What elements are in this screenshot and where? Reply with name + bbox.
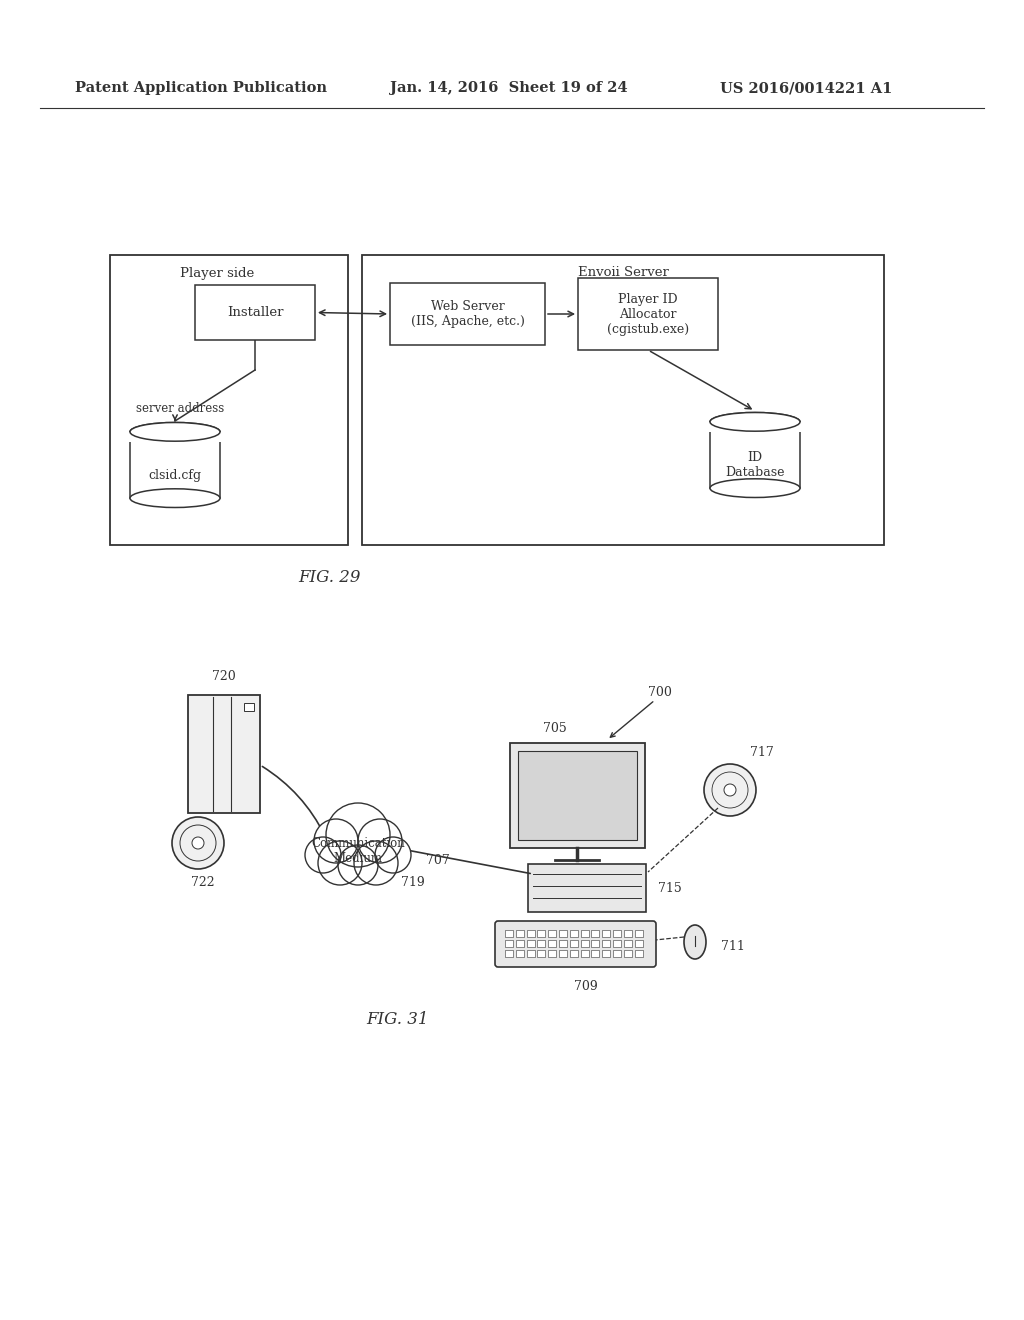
Bar	[244, 704, 254, 711]
FancyBboxPatch shape	[510, 742, 644, 847]
Bar	[613, 931, 621, 937]
Bar	[516, 931, 524, 937]
Text: 700: 700	[648, 686, 672, 700]
Bar	[362, 255, 884, 545]
Bar	[624, 940, 632, 946]
Bar	[709, 422, 801, 432]
Text: US 2016/0014221 A1: US 2016/0014221 A1	[720, 81, 892, 95]
Ellipse shape	[172, 817, 224, 869]
Bar	[526, 950, 535, 957]
Ellipse shape	[724, 784, 736, 796]
Ellipse shape	[130, 422, 220, 441]
Bar	[505, 931, 513, 937]
Bar	[635, 950, 643, 957]
Circle shape	[358, 818, 402, 863]
Text: 705: 705	[543, 722, 567, 734]
Bar	[602, 940, 610, 946]
Bar	[129, 432, 221, 442]
Circle shape	[318, 841, 362, 884]
Text: 717: 717	[751, 746, 774, 759]
Text: clsid.cfg: clsid.cfg	[148, 469, 202, 482]
Text: Web Server
(IIS, Apache, etc.): Web Server (IIS, Apache, etc.)	[411, 300, 524, 327]
Bar	[613, 950, 621, 957]
Bar	[516, 950, 524, 957]
Bar	[592, 931, 599, 937]
Text: FIG. 29: FIG. 29	[299, 569, 361, 586]
Bar	[130, 432, 220, 498]
Circle shape	[314, 818, 358, 863]
Bar	[613, 940, 621, 946]
Ellipse shape	[684, 925, 706, 960]
Ellipse shape	[710, 412, 800, 432]
Bar	[602, 931, 610, 937]
Bar	[548, 940, 556, 946]
Bar	[526, 940, 535, 946]
Text: server address: server address	[136, 401, 224, 414]
Bar	[195, 285, 315, 341]
Text: Jan. 14, 2016  Sheet 19 of 24: Jan. 14, 2016 Sheet 19 of 24	[390, 81, 628, 95]
Text: 707: 707	[426, 854, 450, 867]
Text: Patent Application Publication: Patent Application Publication	[75, 81, 327, 95]
Bar	[559, 931, 567, 937]
Bar	[505, 950, 513, 957]
FancyBboxPatch shape	[495, 921, 656, 968]
Bar	[710, 422, 800, 488]
Ellipse shape	[712, 772, 748, 808]
Bar	[538, 940, 546, 946]
Bar	[559, 940, 567, 946]
Text: Player side: Player side	[180, 267, 254, 280]
Ellipse shape	[180, 825, 216, 861]
Bar	[559, 950, 567, 957]
Bar	[624, 950, 632, 957]
Text: FIG. 31: FIG. 31	[367, 1011, 429, 1028]
Text: Communication
Medium: Communication Medium	[311, 837, 404, 865]
Bar	[538, 950, 546, 957]
Text: 720: 720	[212, 671, 236, 684]
Ellipse shape	[705, 764, 756, 816]
Bar	[569, 931, 578, 937]
Text: 711: 711	[721, 940, 744, 953]
Bar	[526, 931, 535, 937]
Text: 709: 709	[573, 979, 597, 993]
Ellipse shape	[710, 412, 800, 432]
Bar	[110, 255, 348, 545]
Ellipse shape	[130, 422, 220, 441]
Ellipse shape	[710, 479, 800, 498]
Bar	[581, 931, 589, 937]
Bar	[548, 950, 556, 957]
Ellipse shape	[130, 488, 220, 507]
Text: 722: 722	[191, 876, 215, 890]
Circle shape	[375, 837, 411, 873]
Circle shape	[338, 845, 378, 884]
Text: 715: 715	[658, 882, 682, 895]
Bar	[569, 940, 578, 946]
Bar	[592, 940, 599, 946]
Text: ID
Database: ID Database	[725, 451, 784, 479]
Bar	[581, 950, 589, 957]
Bar	[528, 865, 646, 912]
Bar	[516, 940, 524, 946]
Bar	[624, 931, 632, 937]
Bar	[390, 282, 545, 345]
Bar	[581, 940, 589, 946]
Bar	[602, 950, 610, 957]
Bar	[548, 931, 556, 937]
Bar	[578, 279, 718, 350]
Circle shape	[354, 841, 398, 884]
Text: 719: 719	[401, 876, 425, 890]
Bar	[538, 931, 546, 937]
Bar	[188, 696, 260, 813]
Circle shape	[305, 837, 341, 873]
Bar	[635, 931, 643, 937]
Ellipse shape	[193, 837, 204, 849]
Text: Installer: Installer	[226, 306, 284, 319]
Bar	[569, 950, 578, 957]
Text: Player ID
Allocator
(cgistub.exe): Player ID Allocator (cgistub.exe)	[607, 293, 689, 335]
Bar	[505, 940, 513, 946]
Bar	[517, 751, 637, 840]
Bar	[635, 940, 643, 946]
Circle shape	[326, 803, 390, 867]
Bar	[592, 950, 599, 957]
Text: Envoii Server: Envoii Server	[578, 267, 669, 280]
